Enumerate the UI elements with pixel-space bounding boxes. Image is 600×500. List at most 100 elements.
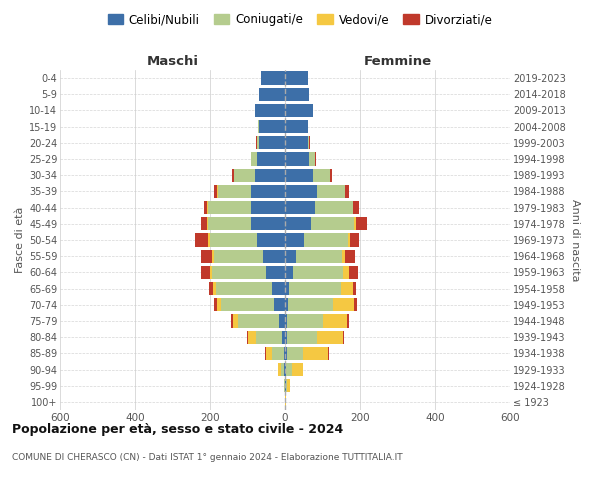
Bar (328, 346, 329, 360)
Bar (285, 136, 308, 149)
Bar (285, 88, 310, 101)
Bar (284, 346, 285, 360)
Bar (287, 346, 304, 360)
Bar (251, 217, 285, 230)
Bar (293, 266, 343, 279)
Bar (315, 201, 353, 214)
Bar (215, 282, 272, 295)
Bar (274, 298, 285, 312)
Bar (341, 282, 353, 295)
Bar (343, 250, 346, 263)
Bar (256, 330, 282, 344)
Bar (348, 234, 350, 246)
Bar (214, 250, 263, 263)
Bar (333, 298, 353, 312)
Bar (272, 282, 285, 295)
Bar (208, 217, 251, 230)
Text: Popolazione per età, sesso e stato civile - 2024: Popolazione per età, sesso e stato civil… (12, 422, 343, 436)
Bar (288, 298, 333, 312)
Bar (278, 363, 281, 376)
Bar (353, 298, 356, 312)
Bar (347, 314, 349, 328)
Bar (285, 266, 293, 279)
Bar (263, 250, 285, 263)
Bar (247, 330, 248, 344)
Bar (287, 314, 323, 328)
Bar (281, 363, 284, 376)
Bar (280, 314, 285, 328)
Bar (212, 282, 215, 295)
Bar (315, 152, 316, 166)
Bar (212, 250, 214, 263)
Bar (317, 185, 345, 198)
Bar (251, 201, 285, 214)
Text: Femmine: Femmine (364, 54, 431, 68)
Bar (285, 72, 308, 85)
Bar (208, 234, 210, 246)
Bar (287, 379, 290, 392)
Bar (343, 330, 344, 344)
Bar (285, 250, 296, 263)
Bar (285, 282, 289, 295)
Bar (285, 363, 286, 376)
Bar (235, 168, 255, 182)
Bar (308, 136, 310, 149)
Bar (346, 250, 355, 263)
Bar (296, 250, 343, 263)
Bar (207, 217, 208, 230)
Bar (260, 72, 285, 85)
Bar (286, 379, 287, 392)
Bar (255, 168, 285, 182)
Bar (255, 104, 285, 117)
Bar (310, 152, 315, 166)
Bar (251, 185, 285, 198)
Bar (200, 266, 210, 279)
Bar (292, 363, 303, 376)
Bar (248, 330, 256, 344)
Bar (350, 234, 359, 246)
Bar (304, 234, 348, 246)
Bar (343, 266, 349, 279)
Bar (210, 266, 212, 279)
Bar (285, 234, 304, 246)
Bar (272, 346, 284, 360)
Bar (304, 346, 328, 360)
Bar (285, 217, 311, 230)
Bar (285, 346, 287, 360)
Bar (285, 298, 288, 312)
Bar (257, 136, 259, 149)
Bar (233, 314, 238, 328)
Bar (202, 217, 207, 230)
Bar (208, 201, 251, 214)
Bar (232, 168, 234, 182)
Bar (230, 314, 233, 328)
Y-axis label: Fasce di età: Fasce di età (14, 207, 25, 273)
Bar (259, 88, 285, 101)
Bar (209, 282, 212, 295)
Bar (210, 234, 257, 246)
Bar (289, 282, 341, 295)
Bar (317, 330, 343, 344)
Bar (266, 266, 285, 279)
Bar (285, 314, 287, 328)
Bar (251, 152, 257, 166)
Bar (221, 298, 274, 312)
Bar (331, 168, 332, 182)
Bar (285, 152, 310, 166)
Bar (349, 266, 358, 279)
Bar (258, 120, 259, 134)
Bar (285, 201, 315, 214)
Bar (346, 185, 349, 198)
Bar (311, 217, 355, 230)
Bar (259, 136, 285, 149)
Bar (200, 250, 212, 263)
Bar (353, 201, 359, 214)
Bar (285, 168, 313, 182)
Bar (285, 104, 313, 117)
Text: Maschi: Maschi (146, 54, 199, 68)
Bar (259, 120, 285, 134)
Y-axis label: Anni di nascita: Anni di nascita (570, 198, 580, 281)
Bar (313, 168, 330, 182)
Bar (257, 152, 285, 166)
Bar (353, 282, 356, 295)
